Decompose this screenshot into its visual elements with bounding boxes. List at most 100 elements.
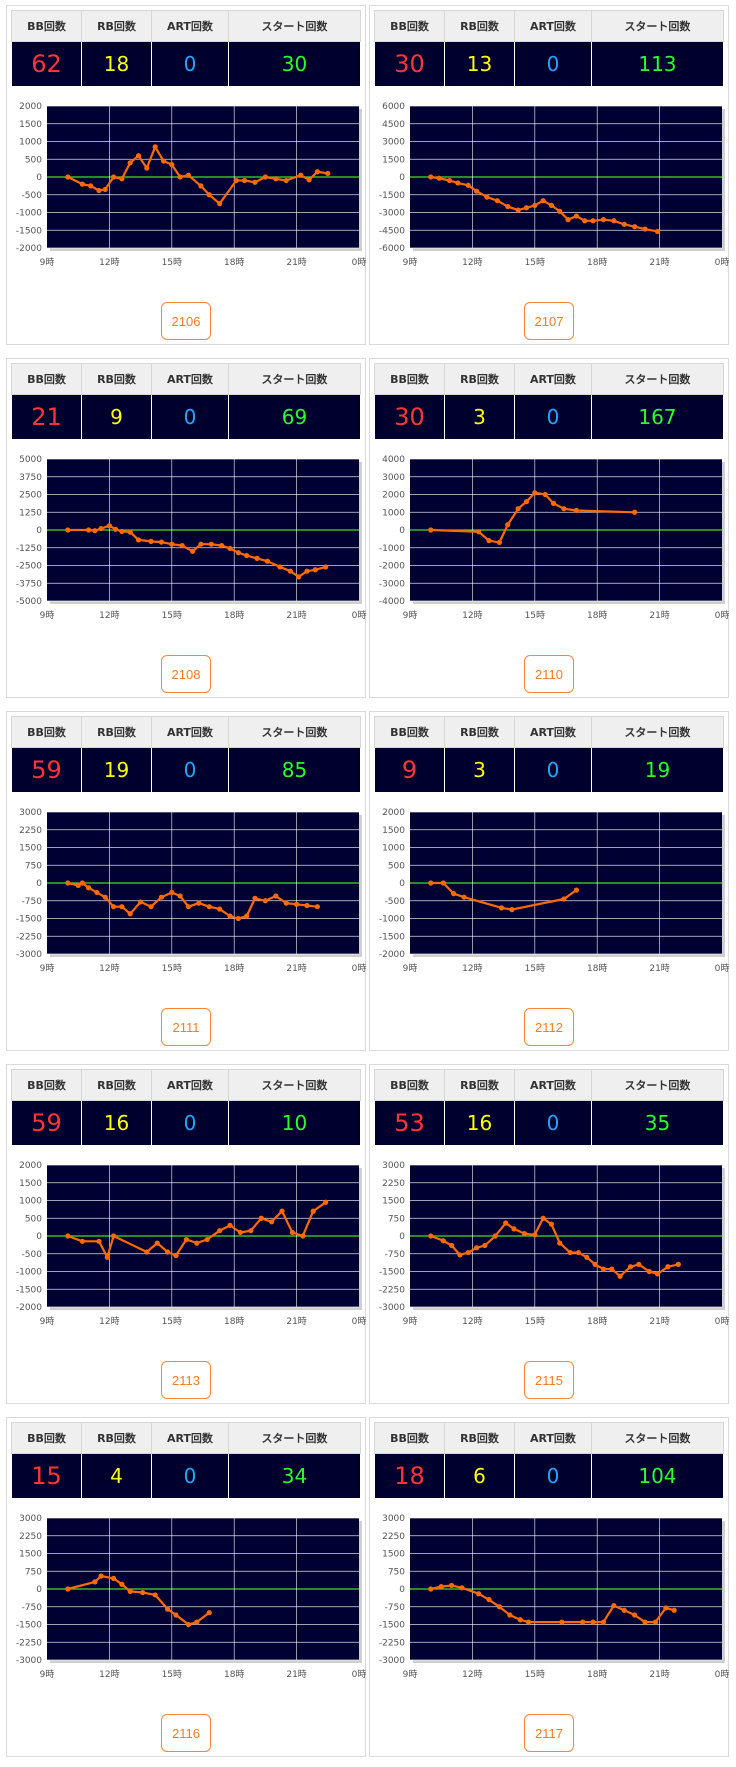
- bb-count-header: BB回数: [374, 1069, 445, 1101]
- data-point: [190, 548, 196, 554]
- machine-number-button[interactable]: 2115: [524, 1361, 574, 1399]
- x-tick-label: 9時: [40, 1669, 55, 1680]
- y-tick-label: 0: [36, 1585, 42, 1595]
- machine-card: BB回数 RB回数 ART回数 スタート回数 15 4 0 34 3000 2250 1500 750…: [6, 1417, 366, 1757]
- y-tick-label: -2250: [16, 932, 42, 942]
- stats-table: BB回数 RB回数 ART回数 スタート回数 30 3 0 167: [374, 363, 725, 440]
- data-point: [152, 1592, 158, 1598]
- machine-number-button[interactable]: 2111: [161, 1008, 211, 1046]
- data-point: [154, 1240, 160, 1246]
- rb-count-header: RB回数: [444, 10, 515, 42]
- y-tick-label: 0: [36, 1232, 42, 1242]
- x-tick-label: 15時: [525, 963, 545, 974]
- bb-count-header: BB回数: [11, 1422, 82, 1454]
- data-point: [98, 1573, 104, 1579]
- data-point: [611, 1602, 617, 1609]
- machine-number-button[interactable]: 2107: [524, 302, 574, 340]
- data-point: [219, 543, 225, 549]
- y-tick-label: -3750: [16, 579, 42, 589]
- data-point: [217, 1228, 223, 1234]
- bb-count-value: 18: [374, 1453, 445, 1499]
- y-tick-label: 2250: [382, 1179, 405, 1189]
- rb-count-value: 19: [81, 747, 152, 793]
- machine-number-button[interactable]: 2113: [161, 1361, 211, 1399]
- data-point: [486, 538, 492, 544]
- data-point: [127, 1588, 133, 1594]
- data-point: [507, 1612, 513, 1618]
- data-point: [227, 545, 233, 552]
- y-tick-label: -750: [22, 897, 43, 907]
- data-point: [525, 1619, 532, 1625]
- bb-count-header: BB回数: [11, 716, 82, 748]
- data-point: [465, 182, 471, 188]
- y-tick-label: 2250: [19, 1532, 42, 1542]
- data-point: [206, 1610, 212, 1616]
- y-tick-label: 2000: [19, 1161, 42, 1171]
- data-point: [92, 528, 98, 534]
- start-count-header: スタート回数: [227, 716, 362, 748]
- data-point: [627, 1264, 634, 1270]
- y-tick-label: -2250: [379, 1638, 405, 1648]
- bb-count-header: BB回数: [11, 363, 82, 395]
- x-tick-label: 0時: [352, 610, 367, 621]
- data-point: [440, 1238, 446, 1244]
- data-point: [494, 198, 500, 204]
- data-point: [185, 1621, 192, 1628]
- bb-count-value: 53: [374, 1100, 445, 1146]
- start-count-header: スタート回数: [227, 363, 362, 395]
- y-tick-label: 0: [36, 879, 42, 889]
- start-count-value: 69: [227, 394, 362, 440]
- y-tick-label: 1500: [19, 1179, 42, 1189]
- data-point: [140, 1589, 146, 1596]
- data-point: [573, 507, 579, 514]
- data-point: [636, 1261, 642, 1267]
- y-tick-label: -500: [22, 1250, 43, 1260]
- bb-count-value: 30: [374, 394, 445, 440]
- machine-number-button[interactable]: 2116: [161, 1714, 211, 1752]
- y-tick-label: 750: [25, 861, 42, 871]
- machine-number-button[interactable]: 2117: [524, 1714, 574, 1752]
- data-point: [505, 522, 511, 528]
- x-tick-label: 18時: [224, 963, 244, 974]
- data-point: [611, 218, 617, 224]
- x-tick-label: 21時: [286, 257, 306, 268]
- machine-number-button[interactable]: 2106: [161, 302, 211, 340]
- data-point: [436, 175, 442, 181]
- rb-count-header: RB回数: [81, 1069, 152, 1101]
- y-tick-label: 2250: [19, 826, 42, 836]
- y-tick-label: 1000: [382, 508, 405, 518]
- y-tick-label: -6000: [379, 244, 405, 254]
- data-point: [227, 1222, 233, 1228]
- series-line: [67, 881, 318, 920]
- bb-count-header: BB回数: [374, 10, 445, 42]
- y-tick-label: -2500: [16, 562, 42, 572]
- data-point: [173, 1612, 179, 1618]
- x-tick-label: 18時: [224, 1316, 244, 1327]
- x-tick-label: 15時: [162, 1316, 182, 1327]
- payout-chart: 6000 4500 3000 1500 0 -1500 -3000 -4500 -6000 9時 1…: [379, 102, 730, 268]
- x-tick-label: 9時: [40, 1316, 55, 1327]
- data-point: [592, 1261, 598, 1267]
- data-point: [194, 1619, 200, 1625]
- start-count-header: スタート回数: [590, 363, 725, 395]
- y-tick-label: -2000: [16, 244, 42, 254]
- data-point: [206, 192, 212, 198]
- x-tick-label: 12時: [462, 257, 482, 268]
- y-tick-label: 2000: [382, 808, 405, 818]
- y-tick-label: 3000: [382, 138, 405, 148]
- rb-count-header: RB回数: [81, 716, 152, 748]
- machine-number-button[interactable]: 2110: [524, 655, 574, 693]
- machine-number-button[interactable]: 2108: [161, 655, 211, 693]
- x-tick-label: 15時: [525, 1316, 545, 1327]
- art-count-header: ART回数: [514, 10, 592, 42]
- x-tick-label: 12時: [462, 1316, 482, 1327]
- x-tick-label: 9時: [403, 1316, 418, 1327]
- machine-number-button[interactable]: 2112: [524, 1008, 574, 1046]
- data-point: [498, 905, 505, 911]
- data-point: [287, 568, 293, 574]
- data-point: [449, 1582, 455, 1589]
- data-point: [440, 880, 446, 886]
- data-point: [269, 1219, 275, 1225]
- data-point: [652, 1619, 659, 1625]
- data-point: [511, 1226, 517, 1232]
